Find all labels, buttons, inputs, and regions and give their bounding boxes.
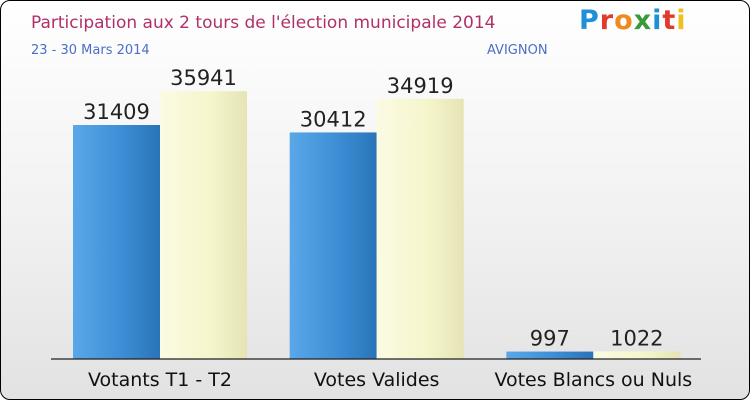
logo-letter: t: [662, 5, 677, 36]
logo-letter: x: [633, 5, 653, 36]
chart-title: Participation aux 2 tours de l'élection …: [31, 13, 496, 33]
logo-letter: P: [579, 5, 600, 36]
chart-place: AVIGNON: [487, 43, 548, 58]
chart-subtitle: 23 - 30 Mars 2014: [31, 43, 150, 58]
bar-value-label: 997: [530, 327, 570, 351]
proxiti-logo: Proxiti: [579, 5, 687, 36]
bar-value-label: 34919: [387, 74, 454, 98]
bar-value-label: 1022: [610, 326, 663, 350]
logo-letter: o: [614, 5, 634, 36]
bar-t2: [160, 91, 247, 359]
logo-letter: i: [676, 5, 687, 36]
bar-t2: [593, 351, 681, 359]
bar-t1: [506, 351, 594, 359]
category-label: Votants T1 - T2: [88, 369, 232, 391]
bar-t1: [73, 125, 160, 359]
bar-value-label: 30412: [300, 107, 367, 131]
bar-t1: [289, 132, 377, 359]
category-label: Votes Blancs ou Nuls: [494, 369, 692, 391]
bar-value-label: 31409: [83, 100, 150, 124]
category-label: Votes Valides: [314, 369, 440, 391]
bar-value-label: 35941: [170, 66, 237, 90]
logo-letter: r: [599, 5, 615, 36]
bar-t2: [376, 98, 464, 359]
logo-letter: i: [652, 5, 663, 36]
